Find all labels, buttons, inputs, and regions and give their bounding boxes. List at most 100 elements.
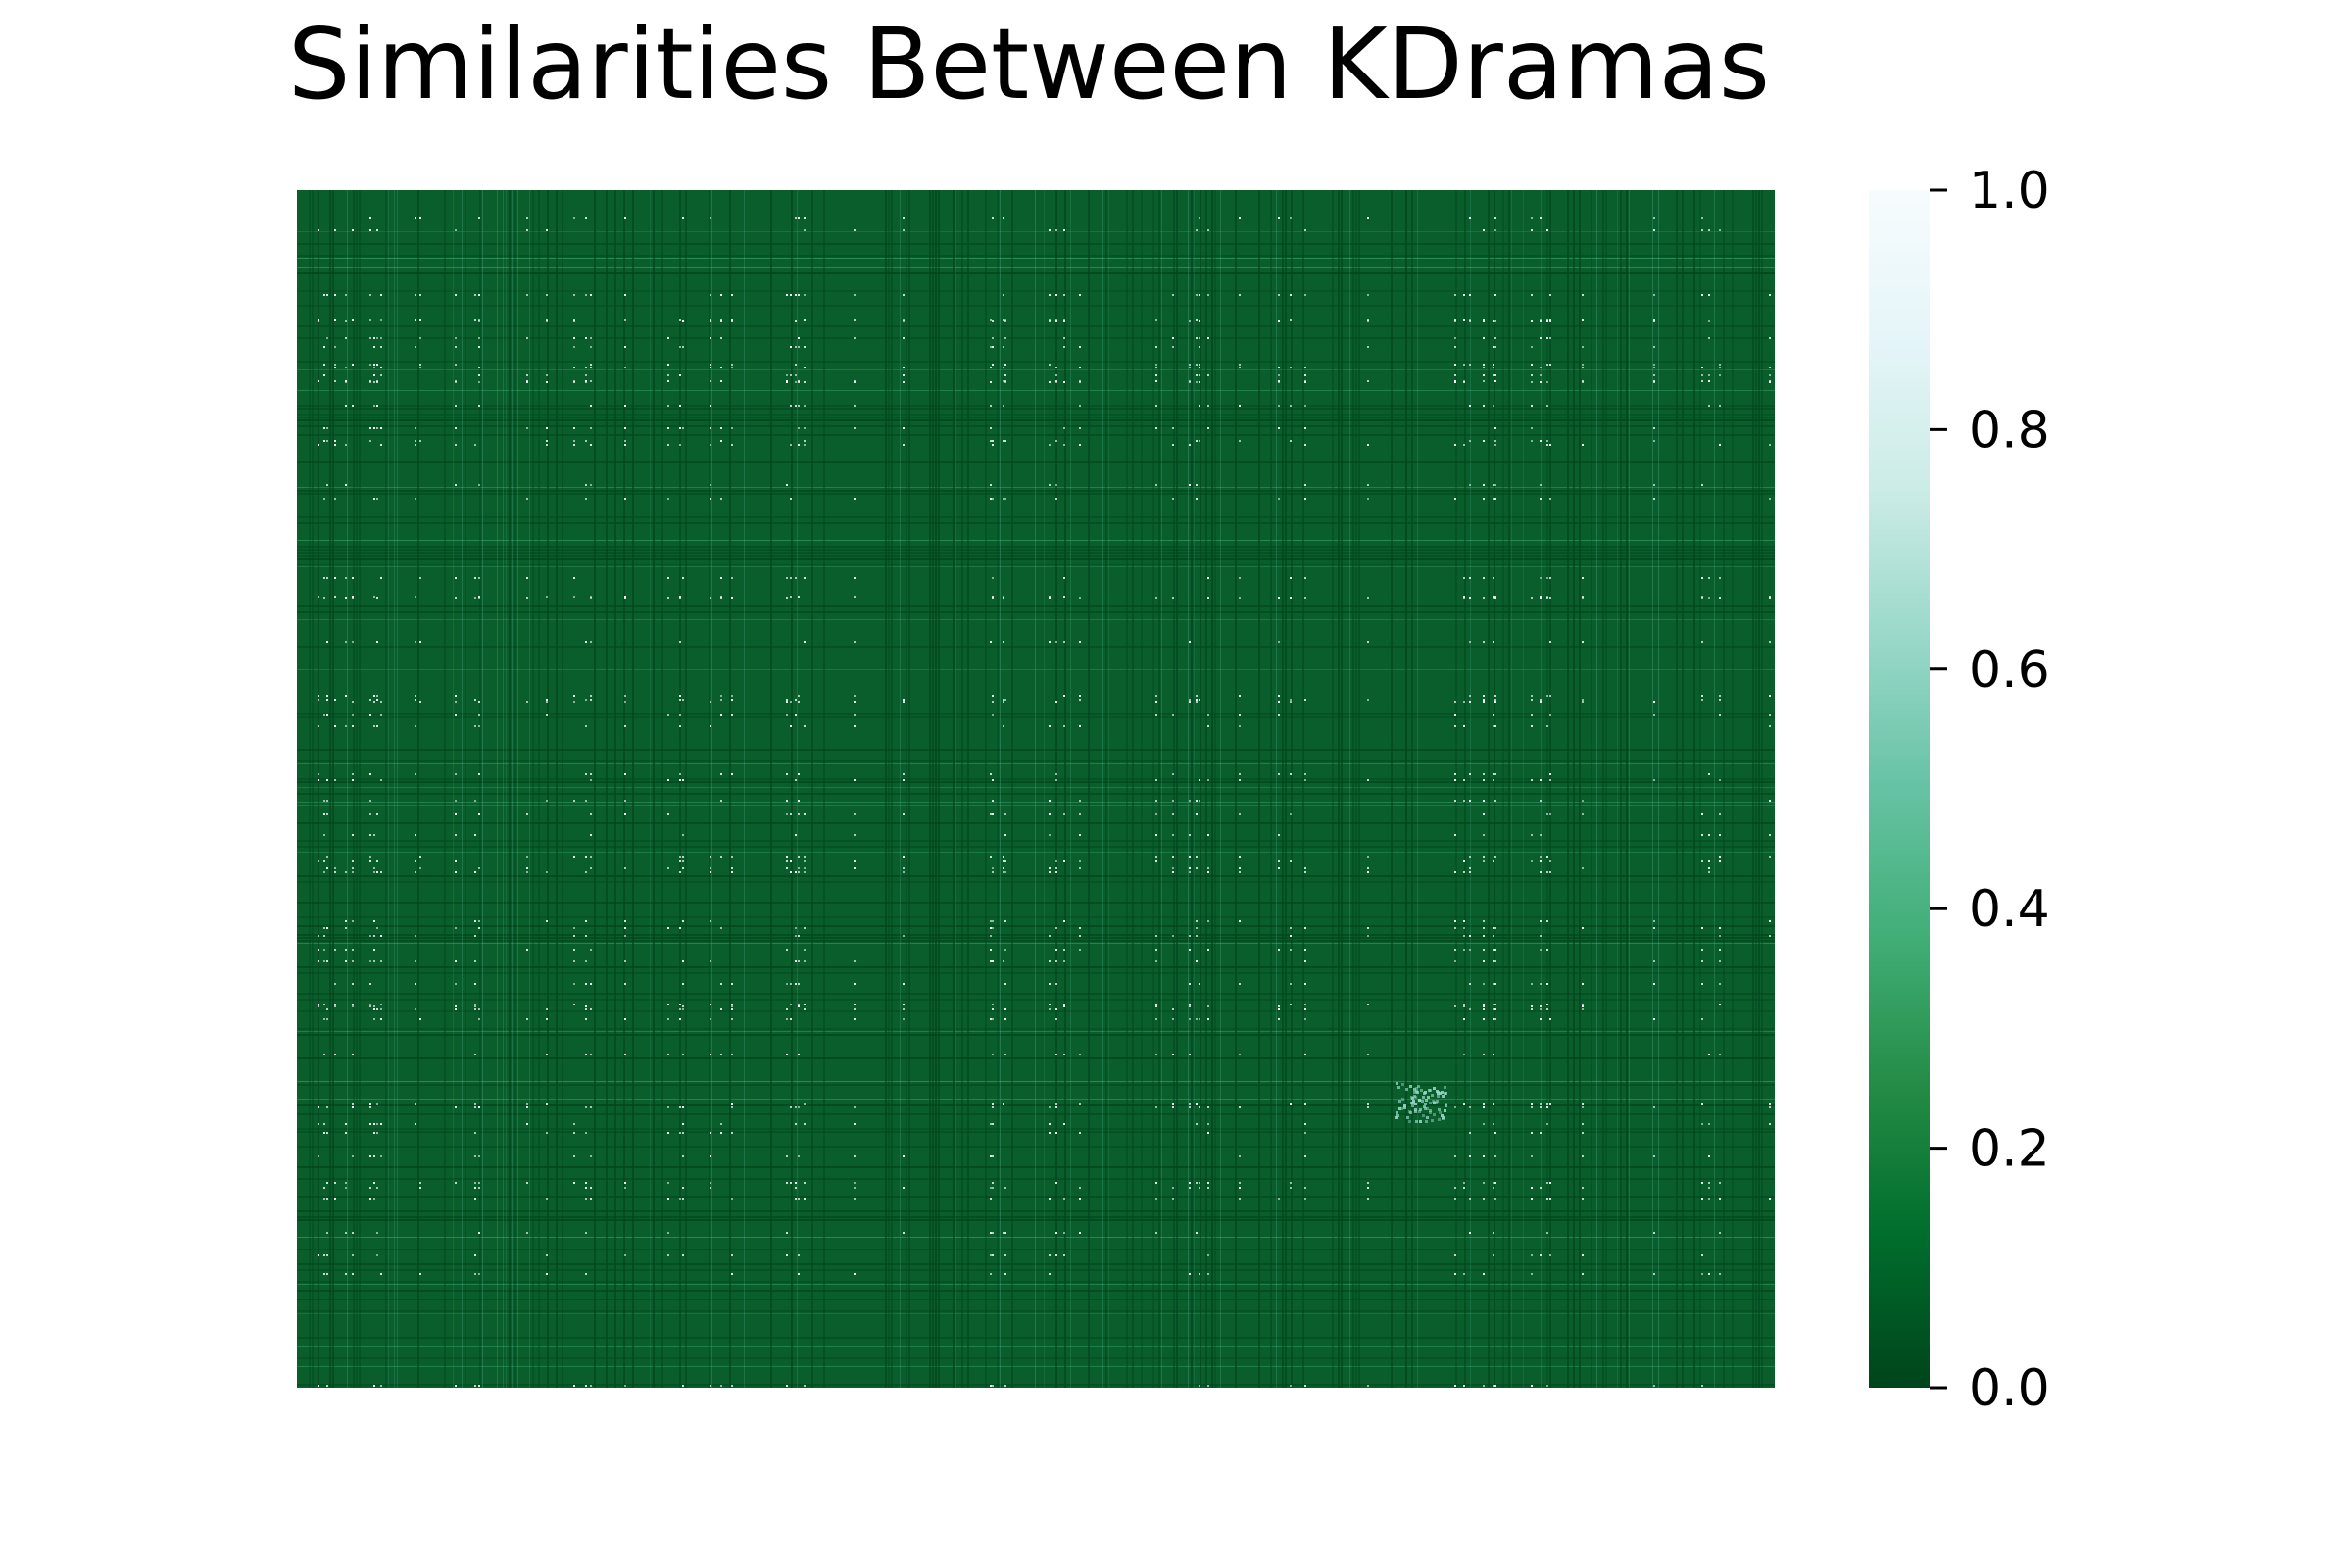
heatmap-row-band <box>297 669 1775 670</box>
heatmap-cell <box>1719 1004 1721 1005</box>
heatmap-cell <box>1239 597 1241 599</box>
heatmap-cell <box>334 319 336 321</box>
heatmap-cell <box>1582 1123 1584 1125</box>
heatmap-cell <box>1207 374 1209 376</box>
heatmap-column-band <box>1411 190 1413 1388</box>
heatmap-cell <box>682 699 684 701</box>
heatmap-cell <box>1199 699 1200 701</box>
heatmap-column-band <box>1188 190 1189 1388</box>
heatmap-cell <box>1454 1273 1456 1275</box>
heatmap-cell <box>585 1008 587 1010</box>
heatmap-cell <box>1531 1198 1533 1200</box>
heatmap-cell <box>1239 577 1241 579</box>
heatmap-cell <box>323 960 325 962</box>
heatmap-cell <box>1239 405 1241 407</box>
heatmap-cell <box>679 860 681 862</box>
heatmap-cell <box>1701 1198 1703 1200</box>
heatmap-cell <box>1582 1254 1584 1256</box>
heatmap-cell <box>1582 927 1584 929</box>
heatmap-cell <box>478 374 480 376</box>
heatmap-cell <box>1719 935 1721 937</box>
heatmap-cell <box>1483 337 1485 339</box>
heatmap-cell <box>1653 714 1655 716</box>
heatmap-column-band <box>1158 190 1160 1388</box>
heatmap-cell <box>1708 773 1710 775</box>
heatmap-cell <box>720 1132 722 1134</box>
heatmap-cell <box>369 983 371 985</box>
heatmap-cell <box>1304 427 1306 429</box>
heatmap-cell <box>478 577 480 579</box>
heatmap-cell <box>1063 346 1065 348</box>
heatmap-cell <box>1419 1108 1422 1111</box>
heatmap-cell <box>334 1054 336 1055</box>
heatmap-cell <box>1239 217 1241 219</box>
heatmap-cell <box>585 1182 587 1184</box>
heatmap-cell <box>1003 641 1004 643</box>
heatmap-row-band <box>297 267 1775 268</box>
heatmap-cell <box>1531 714 1533 716</box>
heatmap-column-band <box>1220 190 1221 1388</box>
heatmap-cell <box>1436 1100 1439 1102</box>
heatmap-cell <box>1055 498 1057 500</box>
heatmap-column-band <box>1523 190 1524 1388</box>
heatmap-cell <box>1483 1005 1485 1007</box>
heatmap-cell <box>1239 440 1241 442</box>
heatmap-cell <box>1719 983 1721 985</box>
heatmap-cell <box>546 427 548 429</box>
heatmap-cell <box>323 1254 325 1256</box>
heatmap-cell <box>903 983 905 985</box>
heatmap-cell <box>1196 319 1198 321</box>
heatmap-cell <box>573 577 575 579</box>
heatmap-cell <box>1463 935 1465 937</box>
heatmap-cell <box>1207 834 1209 836</box>
heatmap-cell <box>1540 484 1542 486</box>
heatmap-cell <box>1304 1018 1306 1020</box>
heatmap-column-band <box>653 190 655 1388</box>
heatmap-cell <box>590 1187 592 1189</box>
heatmap-cell <box>380 1004 382 1005</box>
heatmap-cell <box>1769 367 1771 368</box>
heatmap-cell <box>1063 596 1065 598</box>
heatmap-cell <box>345 1187 347 1189</box>
heatmap-cell <box>679 699 681 701</box>
heatmap-cell <box>345 949 347 951</box>
heatmap-cell <box>720 440 722 442</box>
heatmap-column-band <box>1693 190 1695 1388</box>
heatmap-cell <box>1531 725 1533 727</box>
heatmap-cell <box>455 364 457 366</box>
heatmap-cell <box>1290 319 1292 321</box>
heatmap-row-band <box>297 1216 1775 1218</box>
heatmap-cell <box>573 695 575 697</box>
heatmap-cell <box>1701 860 1703 862</box>
heatmap-cell <box>1582 1008 1584 1010</box>
heatmap-cell <box>1079 1054 1081 1055</box>
heatmap-cell <box>798 867 800 869</box>
heatmap-cell <box>1653 217 1655 219</box>
heatmap-cell <box>1055 374 1057 376</box>
heatmap-cell <box>352 641 354 643</box>
heatmap-cell <box>790 1182 792 1184</box>
heatmap-cell <box>585 871 587 873</box>
heatmap-cell <box>1055 867 1057 869</box>
heatmap-cell <box>1304 773 1306 775</box>
heatmap-row-band <box>297 943 1775 944</box>
heatmap-cell <box>682 1254 684 1256</box>
heatmap-row-band <box>297 408 1775 410</box>
heatmap-cell <box>1769 834 1771 836</box>
heatmap-column-band <box>1341 190 1343 1388</box>
heatmap-cell <box>323 1198 325 1200</box>
heatmap-cell <box>1454 346 1456 348</box>
heatmap-cell <box>1531 294 1533 296</box>
heatmap-cell <box>1278 1008 1280 1010</box>
heatmap-cell <box>1719 699 1721 701</box>
heatmap-cell <box>1653 1155 1655 1157</box>
heatmap-cell <box>380 367 382 368</box>
heatmap-cell <box>1003 380 1004 382</box>
heatmap-cell <box>352 960 354 962</box>
heatmap-cell <box>334 380 336 382</box>
heatmap-cell <box>804 577 806 579</box>
heatmap-cell <box>1719 813 1721 815</box>
heatmap-cell <box>474 444 476 446</box>
heatmap-cell <box>710 444 711 446</box>
heatmap-cell <box>790 983 792 985</box>
